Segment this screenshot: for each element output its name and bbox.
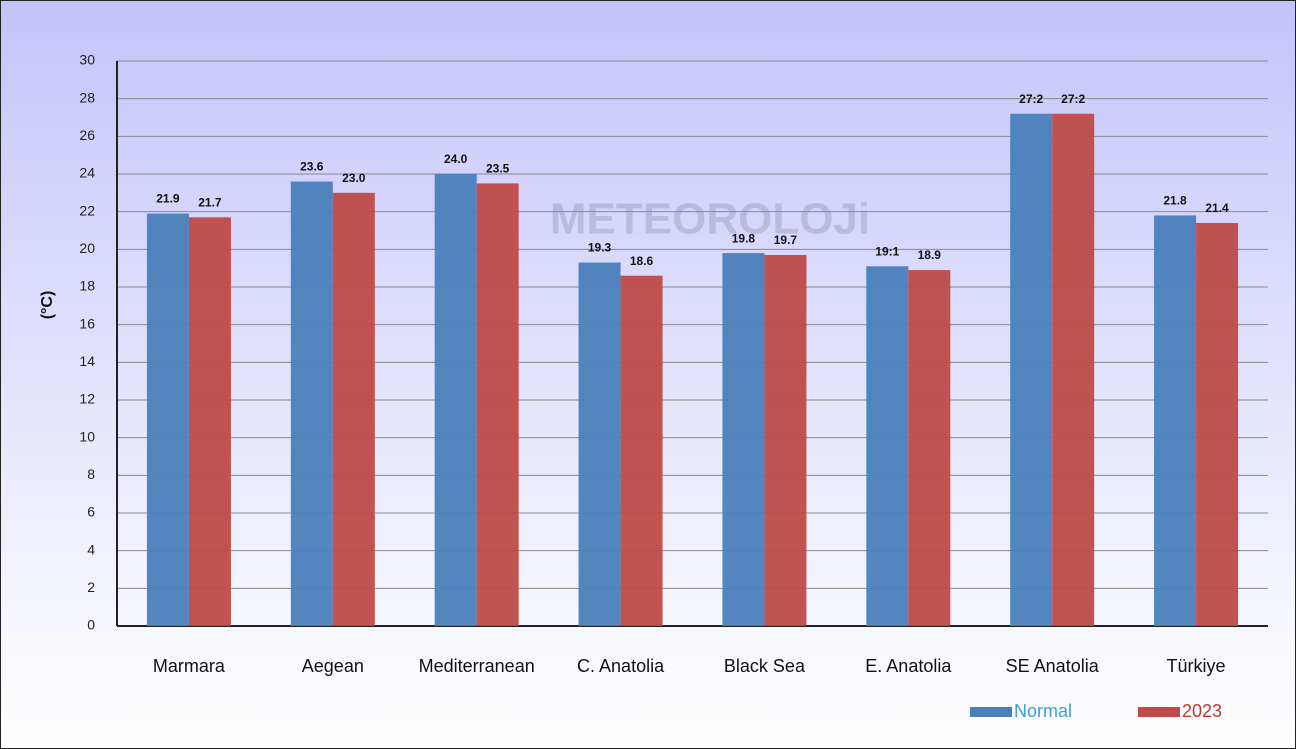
y-tick-label: 0 bbox=[87, 617, 95, 633]
bar bbox=[188, 217, 231, 627]
value-label: 19.3 bbox=[588, 241, 612, 255]
y-tick-label: 26 bbox=[79, 127, 95, 143]
bar bbox=[1154, 215, 1197, 626]
bar bbox=[578, 262, 621, 626]
bar bbox=[146, 213, 189, 627]
y-tick-label: 30 bbox=[79, 52, 95, 68]
bar bbox=[332, 192, 375, 627]
x-tick-label: Mediterranean bbox=[419, 656, 535, 676]
y-tick-label: 4 bbox=[87, 541, 95, 557]
value-label: 23.6 bbox=[300, 160, 324, 174]
legend-swatch bbox=[970, 707, 1012, 717]
bar bbox=[1196, 222, 1239, 626]
value-label: 24.0 bbox=[444, 152, 468, 166]
x-tick-label: SE Anatolia bbox=[1006, 656, 1100, 676]
value-label: 23.5 bbox=[486, 162, 510, 176]
y-tick-label: 12 bbox=[79, 391, 95, 407]
value-label: 27:2 bbox=[1019, 92, 1043, 106]
value-label: 21.8 bbox=[1163, 194, 1187, 208]
y-tick-label: 14 bbox=[79, 353, 95, 369]
value-label: 21.4 bbox=[1205, 201, 1229, 215]
bar bbox=[908, 270, 951, 626]
value-label: 19.8 bbox=[732, 231, 756, 245]
x-tick-label: C. Anatolia bbox=[577, 656, 665, 676]
y-tick-label: 6 bbox=[87, 504, 95, 520]
y-tick-label: 18 bbox=[79, 278, 95, 294]
bar bbox=[620, 275, 663, 626]
value-label: 23.0 bbox=[342, 171, 366, 185]
value-label: 19:1 bbox=[875, 244, 899, 258]
bar bbox=[866, 266, 909, 626]
value-label: 21.7 bbox=[198, 195, 222, 209]
bar bbox=[290, 181, 333, 627]
y-tick-label: 28 bbox=[79, 89, 95, 105]
value-label: 27:2 bbox=[1061, 92, 1085, 106]
bar bbox=[1052, 113, 1095, 626]
bar bbox=[722, 253, 765, 626]
y-axis-label: (°C) bbox=[39, 291, 56, 320]
y-tick-label: 8 bbox=[87, 466, 95, 482]
y-tick-label: 10 bbox=[79, 428, 95, 444]
x-tick-label: Aegean bbox=[302, 656, 364, 676]
x-tick-label: Black Sea bbox=[724, 656, 806, 676]
x-tick-label: E. Anatolia bbox=[865, 656, 952, 676]
y-tick-label: 24 bbox=[79, 165, 95, 181]
x-tick-label: Türkiye bbox=[1167, 656, 1226, 676]
bar bbox=[434, 174, 477, 626]
value-label: 21.9 bbox=[156, 192, 180, 206]
bar bbox=[476, 183, 519, 626]
value-label: 18.9 bbox=[918, 248, 942, 262]
value-label: 19.7 bbox=[774, 233, 798, 247]
bar bbox=[764, 254, 807, 626]
value-label: 18.6 bbox=[630, 254, 654, 268]
watermark: METEOROLOJi bbox=[550, 195, 870, 244]
legend-swatch bbox=[1138, 707, 1180, 717]
x-tick-label: Marmara bbox=[153, 656, 226, 676]
y-tick-label: 20 bbox=[79, 240, 95, 256]
bar bbox=[1010, 113, 1053, 626]
y-tick-label: 16 bbox=[79, 315, 95, 331]
y-tick-label: 22 bbox=[79, 202, 95, 218]
legend-label: 2023 bbox=[1182, 701, 1222, 721]
y-tick-label: 2 bbox=[87, 579, 95, 595]
legend-label: Normal bbox=[1014, 701, 1072, 721]
